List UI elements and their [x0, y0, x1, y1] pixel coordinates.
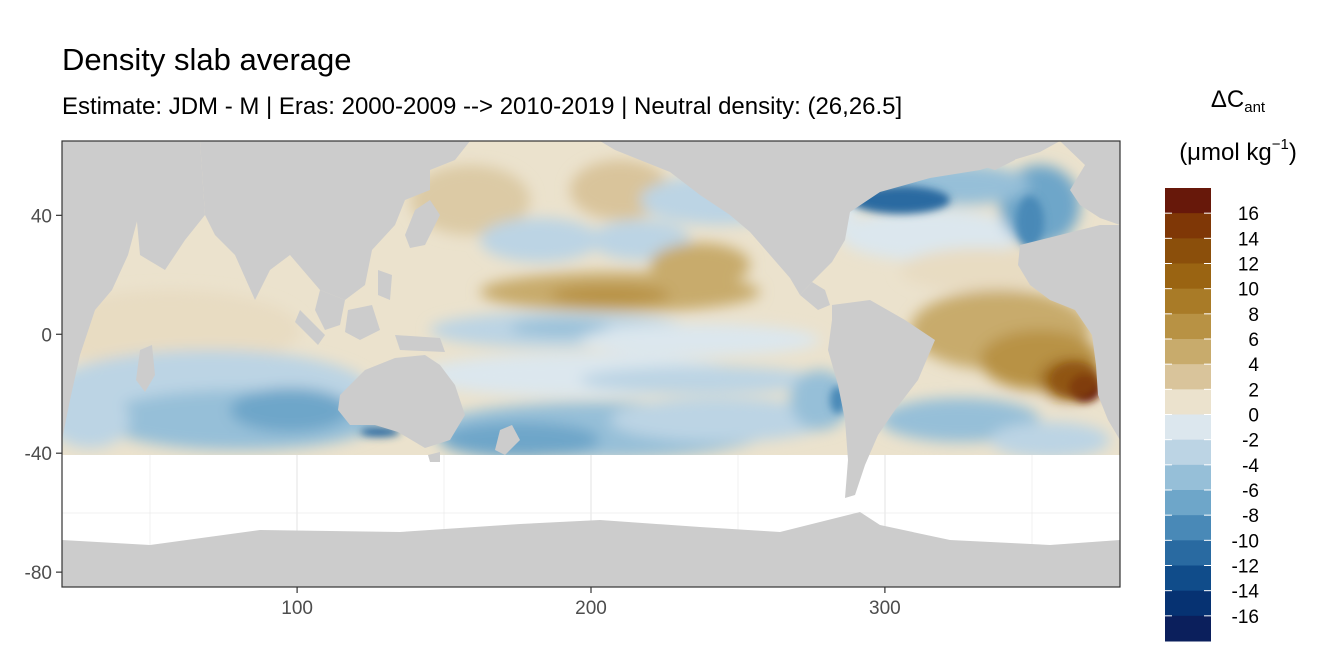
- land-newzealand: [495, 425, 520, 455]
- colorbar-segment: [1165, 238, 1211, 264]
- y-tick-label: 40: [31, 206, 52, 227]
- colorbar-segment: [1165, 490, 1211, 516]
- colorbar-segment: [1165, 364, 1211, 390]
- colorbar-segment: [1165, 389, 1211, 415]
- field-atl-n1: [840, 209, 1020, 261]
- colorbar-label: -12: [1232, 557, 1259, 578]
- colorbar-segment: [1165, 540, 1211, 566]
- field-indian-core: [230, 388, 350, 432]
- colorbar-segment: [1165, 339, 1211, 365]
- land-borneo: [345, 305, 380, 340]
- field-pac-nw: [410, 165, 530, 235]
- colorbar-label: 10: [1238, 280, 1259, 301]
- colorbar: [1165, 188, 1211, 642]
- colorbar-segment: [1165, 565, 1211, 592]
- colorbar-label: 12: [1238, 255, 1259, 276]
- field-pac-s5: [440, 422, 600, 455]
- x-axis: 100 200 300: [281, 587, 901, 619]
- land-central-america: [800, 282, 830, 310]
- colorbar-segment: [1165, 188, 1211, 214]
- colorbar-label: 2: [1248, 380, 1259, 401]
- land-eurasia: [200, 141, 470, 300]
- field-pac-band-core: [550, 285, 670, 305]
- colorbar-label: -2: [1242, 431, 1259, 452]
- colorbar-segment: [1165, 414, 1211, 441]
- field-pac-band-east: [650, 243, 750, 287]
- colorbar-label: -4: [1242, 456, 1259, 477]
- land-australia: [338, 355, 465, 448]
- field-atl-s5: [990, 422, 1110, 455]
- plot-title: Density slab average: [62, 42, 352, 77]
- colorbar-segment: [1165, 213, 1211, 239]
- x-tick-label: 300: [869, 598, 901, 619]
- colorbar-segment: [1165, 515, 1211, 541]
- x-tick-label: 200: [575, 598, 607, 619]
- colorbar-label: 16: [1238, 204, 1259, 225]
- field-pac-s2: [580, 366, 820, 394]
- land-japan: [405, 200, 440, 248]
- field-indian-west: [62, 392, 130, 448]
- plot-subtitle: Estimate: JDM - M | Eras: 2000-2009 --> …: [62, 93, 903, 120]
- field-pac-n1: [480, 218, 600, 262]
- land-arabia: [135, 141, 205, 270]
- colorbar-segment: [1165, 288, 1211, 315]
- legend-title: ΔCant: [1210, 86, 1266, 116]
- colorbar-label: 8: [1248, 305, 1259, 326]
- colorbar-labels: 16 14 12 10 8 6 4 2 0 -2 -4 -6 -8 -10 -12 -14 -16: [1232, 204, 1260, 628]
- field-angola-ring: [1051, 362, 1099, 398]
- field-indian-north: [62, 290, 300, 370]
- colorbar-label: -14: [1232, 582, 1260, 603]
- land-north-america: [600, 141, 1060, 295]
- colorbar-label: -16: [1232, 607, 1259, 628]
- colorbar-label: -8: [1242, 506, 1259, 527]
- land-africa-east: [1018, 225, 1120, 440]
- land: [62, 141, 1120, 587]
- y-tick-label: 0: [41, 325, 52, 346]
- colorbar-label: 6: [1248, 330, 1259, 351]
- field-pac-eq2: [510, 320, 610, 336]
- colorbar-segment: [1165, 313, 1211, 340]
- y-tick-label: -40: [25, 444, 52, 465]
- colorbar-segment: [1165, 590, 1211, 617]
- y-axis: 40 0 -40 -80: [25, 206, 62, 584]
- land-africa-west: [62, 141, 140, 440]
- field-labrador-east: [1016, 196, 1044, 248]
- colorbar-segment: [1165, 263, 1211, 290]
- land-madagascar: [136, 345, 155, 392]
- colorbar-segment: [1165, 439, 1211, 466]
- x-tick-label: 100: [281, 598, 313, 619]
- colorbar-segment: [1165, 615, 1211, 642]
- colorbar-label: 4: [1248, 355, 1259, 376]
- colorbar-label: -10: [1232, 531, 1259, 552]
- legend-unit: (μmol kg−1): [1179, 136, 1297, 166]
- land-antarctica: [62, 512, 1120, 587]
- field-pac-s4: [610, 398, 830, 442]
- land-greenland: [960, 141, 1020, 170]
- y-tick-label: -80: [25, 563, 52, 584]
- land-tasmania: [428, 452, 440, 462]
- land-south-america: [828, 300, 935, 498]
- land-newguinea: [395, 335, 445, 352]
- land-philippines: [378, 270, 392, 300]
- land-europe: [1060, 141, 1120, 225]
- field-pac-eq3: [580, 324, 820, 356]
- field-pac-se: [790, 370, 850, 430]
- colorbar-label: 0: [1248, 406, 1259, 427]
- colorbar-label: -6: [1242, 481, 1259, 502]
- land-seasia: [315, 290, 345, 330]
- colorbar-segment: [1165, 464, 1211, 491]
- colorbar-label: 14: [1238, 229, 1260, 250]
- land-sumatra: [295, 310, 325, 345]
